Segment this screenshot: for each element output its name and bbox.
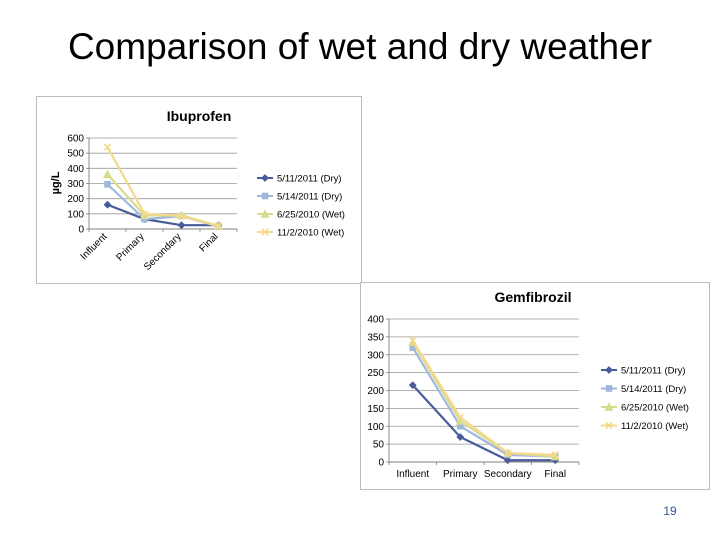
ibuprofen-series-5-11-2011-dry-point-influent xyxy=(103,200,112,209)
ibuprofen-series-11-2-2010-wet-point-influent-stroke-b xyxy=(103,143,112,151)
gemfibrozil-series-11-2-2010-wet-point-secondary-stroke-b xyxy=(503,449,512,457)
gemfibrozil-y-tick-label-250: 250 xyxy=(367,368,384,379)
gemfibrozil-legend-11-2-2010-wet-label: 11/2/2010 (Wet) xyxy=(621,421,688,432)
gemfibrozil-chart: Gemfibrozil 0 50 100 150 200 250 300 350 400 Influ… xyxy=(360,282,710,490)
ibuprofen-series-11-2-2010-wet-point-final xyxy=(214,222,223,230)
ibuprofen-legend-6-25-2010-wet-label: 6/25/2010 (Wet) xyxy=(277,210,345,221)
ibuprofen-y-tick-label-400: 400 xyxy=(67,164,84,175)
gemfibrozil-legend-5-11-2011-dry-marker xyxy=(605,366,613,374)
slide-number: 19 xyxy=(663,504,677,518)
ibuprofen-series-5-11-2011-dry-line xyxy=(107,203,219,227)
ibuprofen-legend-11-2-2010-wet-marker xyxy=(261,228,269,236)
ibuprofen-y-tick-label-200: 200 xyxy=(67,194,84,205)
ibuprofen-legend-5-11-2011-dry-marker xyxy=(261,174,269,182)
ibuprofen-legend-11-2-2010-wet-label: 11/2/2010 (Wet) xyxy=(277,228,344,239)
ibuprofen-series-11-2-2010-wet-point-secondary xyxy=(177,212,186,220)
gemfibrozil-series-11-2-2010-wet-point-influent xyxy=(408,336,417,345)
gemfibrozil-y-tick-label-0: 0 xyxy=(378,458,384,469)
gemfibrozil-legend-11-2-2010-wet-marker xyxy=(605,421,613,430)
ibuprofen-category-label-primary: Primary xyxy=(114,231,146,263)
ibuprofen-legend-5-14-2011-dry-label: 5/14/2011 (Dry) xyxy=(277,192,342,203)
gemfibrozil-series-5-14-2011-dry-line xyxy=(411,347,556,458)
ibuprofen-series-5-11-2011-dry-point-secondary xyxy=(177,221,186,230)
gemfibrozil-y-tick-label-200: 200 xyxy=(367,386,384,397)
gemfibrozil-series-11-2-2010-wet-point-final-stroke-b xyxy=(551,451,560,459)
ibuprofen-legend-5-14-2011-dry-marker xyxy=(261,192,269,200)
ibuprofen-series-11-2-2010-wet-point-final-stroke-b xyxy=(214,222,223,230)
gemfibrozil-series-5-11-2011-dry-point-secondary xyxy=(503,456,512,465)
gemfibrozil-series-11-2-2010-wet-point-secondary xyxy=(503,449,512,457)
gemfibrozil-y-tick-label-150: 150 xyxy=(367,404,384,415)
ibuprofen-series-11-2-2010-wet-point-primary-stroke-b xyxy=(140,210,149,218)
ibuprofen-category-label-final: Final xyxy=(198,231,221,254)
gemfibrozil-series-5-11-2011-dry-point-influent xyxy=(408,381,417,390)
gemfibrozil-category-label-influent: Influent xyxy=(396,469,429,480)
ibuprofen-series-11-2-2010-wet-point-primary xyxy=(140,210,149,218)
ibuprofen-y-tick-label-0: 0 xyxy=(78,225,84,236)
gemfibrozil-series-6-25-2010-wet-point-primary xyxy=(455,416,465,425)
gemfibrozil-y-tick-label-400: 400 xyxy=(367,315,384,326)
gemfibrozil-legend-5-14-2011-dry-marker xyxy=(605,385,613,392)
gemfibrozil-series-11-2-2010-wet-point-influent-stroke-b xyxy=(408,336,417,345)
ibuprofen-y-tick-label-100: 100 xyxy=(67,209,84,220)
ibuprofen-y-tick-label-300: 300 xyxy=(67,179,84,190)
ibuprofen-series-11-2-2010-wet-line xyxy=(106,146,219,228)
gemfibrozil-category-label-secondary: Secondary xyxy=(484,469,532,480)
ibuprofen-category-label-secondary: Secondary xyxy=(142,231,184,273)
ibuprofen-series-5-14-2011-dry-point-influent xyxy=(104,180,111,188)
gemfibrozil-series-11-2-2010-wet-point-primary-stroke-b xyxy=(456,413,465,422)
ibuprofen-legend-6-25-2010-wet-marker xyxy=(260,209,270,218)
ibuprofen-series-6-25-2010-wet-point-influent xyxy=(102,169,113,179)
gemfibrozil-legend-5-11-2011-dry-label: 5/11/2011 (Dry) xyxy=(621,366,686,377)
gemfibrozil-title: Gemfibrozil xyxy=(494,289,571,305)
gemfibrozil-series-5-11-2011-dry-point-primary xyxy=(456,433,465,441)
gemfibrozil-category-label-final: Final xyxy=(544,469,566,480)
gemfibrozil-series-5-11-2011-dry-line xyxy=(411,384,556,462)
gemfibrozil-y-tick-label-300: 300 xyxy=(367,350,384,361)
ibuprofen-y-tick-label-600: 600 xyxy=(67,134,84,145)
ibuprofen-chart: Ibuprofen µg/L 0 100 200 300 400 500 600 Influent… xyxy=(36,96,362,284)
ibuprofen-series-11-2-2010-wet-point-influent xyxy=(103,143,112,151)
ibuprofen-chart-svg: Ibuprofen µg/L 0 100 200 300 400 500 600 Influent… xyxy=(50,108,345,273)
gemfibrozil-y-tick-label-50: 50 xyxy=(373,440,385,451)
ibuprofen-series-11-2-2010-wet-point-secondary-stroke-b xyxy=(177,212,186,220)
gemfibrozil-series-11-2-2010-wet-point-primary xyxy=(456,413,465,422)
gemfibrozil-chart-svg: Gemfibrozil 0 50 100 150 200 250 300 350 400 Influ… xyxy=(367,289,689,480)
gemfibrozil-y-tick-label-100: 100 xyxy=(367,422,384,433)
gemfibrozil-legend-5-14-2011-dry-label: 5/14/2011 (Dry) xyxy=(621,384,686,395)
ibuprofen-category-label-influent: Influent xyxy=(79,231,110,262)
gemfibrozil-legend-6-25-2010-wet-marker xyxy=(604,402,614,411)
ibuprofen-y-tick-label-500: 500 xyxy=(67,149,84,160)
slide-title: Comparison of wet and dry weather xyxy=(67,26,653,67)
gemfibrozil-legend-11-2-2010-wet-marker-stroke-b xyxy=(605,421,613,430)
gemfibrozil-series-11-2-2010-wet-line xyxy=(411,339,556,456)
gemfibrozil-series-11-2-2010-wet-point-final xyxy=(551,451,560,459)
ibuprofen-y-axis-label: µg/L xyxy=(50,171,62,194)
ibuprofen-legend-5-11-2011-dry-label: 5/11/2011 (Dry) xyxy=(277,174,342,185)
gemfibrozil-legend-6-25-2010-wet-label: 6/25/2010 (Wet) xyxy=(621,403,689,414)
gemfibrozil-y-tick-label-350: 350 xyxy=(367,332,384,343)
gemfibrozil-category-label-primary: Primary xyxy=(443,469,477,480)
ibuprofen-legend-11-2-2010-wet-marker-stroke-b xyxy=(261,228,269,236)
ibuprofen-title: Ibuprofen xyxy=(167,108,232,124)
